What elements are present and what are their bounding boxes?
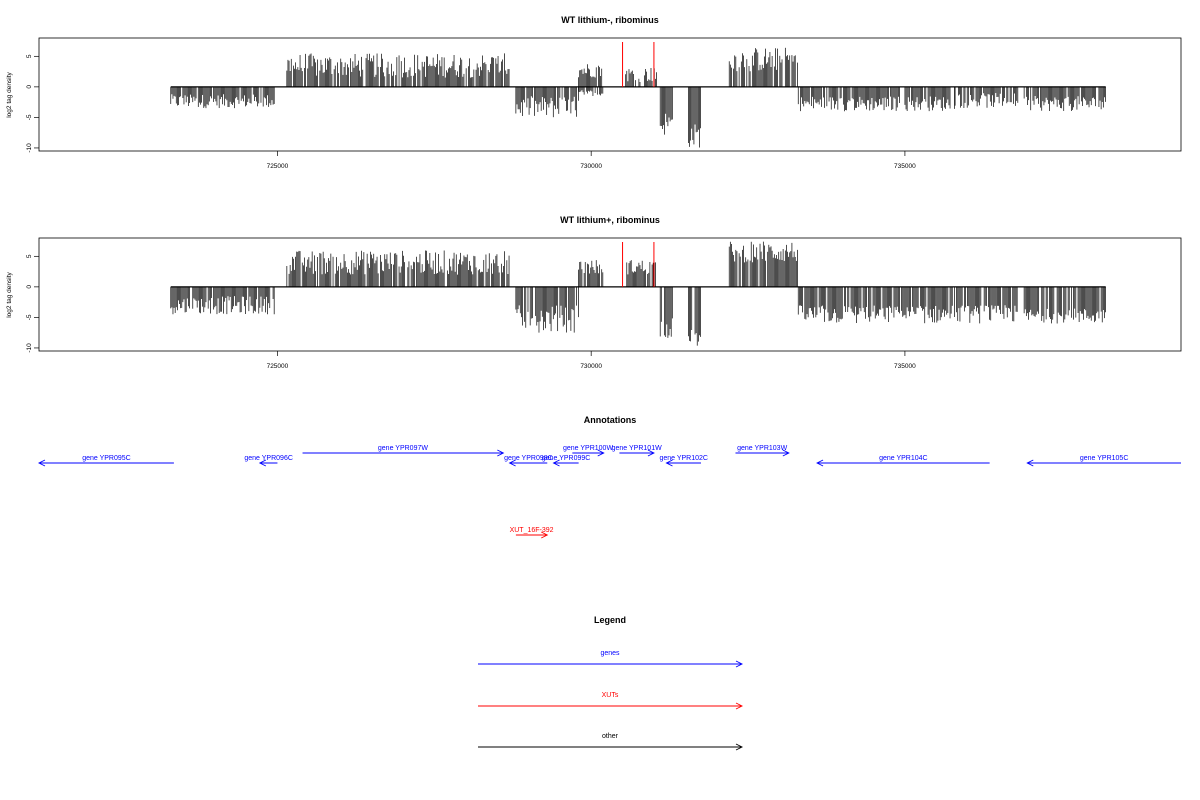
legend-item: genes bbox=[478, 650, 744, 668]
x-tick-label: 730000 bbox=[580, 363, 602, 370]
y-axis-label: log2 tag density bbox=[6, 271, 13, 317]
signal-bars bbox=[170, 241, 1106, 346]
annotation-feature: XUT_16F-392 bbox=[510, 527, 554, 539]
legend-label: genes bbox=[600, 650, 620, 657]
feature-label: gene YPR100W bbox=[563, 445, 613, 452]
annotation-feature: gene YPR103W bbox=[735, 445, 790, 457]
annotation-feature: gene YPR099C bbox=[542, 455, 591, 467]
feature-label: gene YPR102C bbox=[659, 455, 708, 462]
legend-items: genes XUTs other bbox=[478, 650, 744, 751]
feature-label: gene YPR104C bbox=[879, 455, 928, 462]
y-tick-label: -10 bbox=[26, 343, 33, 353]
arrow-head bbox=[735, 702, 744, 710]
panel-title: WT lithium-, ribominus bbox=[561, 15, 659, 25]
arrow-head bbox=[735, 660, 744, 668]
feature-label: gene YPR097W bbox=[378, 445, 428, 452]
arrow-head bbox=[782, 449, 790, 457]
legend-title: Legend bbox=[594, 615, 626, 625]
feature-label: XUT_16F-392 bbox=[510, 527, 554, 534]
feature-label: gene YPR096C bbox=[244, 455, 293, 462]
arrow-head bbox=[1026, 459, 1034, 467]
annotation-feature: gene YPR096C bbox=[244, 455, 293, 467]
legend-item: XUTs bbox=[478, 692, 744, 710]
arrow-head bbox=[816, 459, 824, 467]
y-tick-label: -5 bbox=[26, 314, 33, 320]
annotations-title: Annotations bbox=[584, 415, 637, 425]
feature-label: gene YPR103W bbox=[737, 445, 787, 452]
track-panel-1: WT lithium-, ribominus log2 tag density … bbox=[6, 15, 1182, 170]
y-tick-label: 5 bbox=[26, 54, 33, 58]
feature-label: gene YPR099C bbox=[542, 455, 591, 462]
feature-label: gene YPR105C bbox=[1080, 455, 1129, 462]
annotation-feature: gene YPR102C bbox=[659, 455, 708, 467]
panel-title: WT lithium+, ribominus bbox=[560, 215, 660, 225]
x-tick-label: 730000 bbox=[580, 163, 602, 170]
annotation-feature: gene YPR097W bbox=[302, 445, 505, 457]
y-tick-label: 0 bbox=[26, 85, 33, 89]
y-tick-label: 5 bbox=[26, 254, 33, 258]
arrow-head bbox=[647, 449, 655, 457]
annotation-feature: gene YPR098C bbox=[504, 455, 553, 467]
feature-label: gene YPR098C bbox=[504, 455, 553, 462]
plot-frame bbox=[38, 237, 1182, 352]
arrow-head bbox=[497, 449, 505, 457]
y-tick-label: -10 bbox=[26, 143, 33, 153]
track-panel-2: WT lithium+, ribominus log2 tag density … bbox=[6, 215, 1182, 370]
arrow-head bbox=[597, 449, 605, 457]
annotation-feature: gene YPR104C bbox=[816, 455, 990, 467]
x-tick-label: 725000 bbox=[267, 163, 289, 170]
arrow-head bbox=[665, 459, 673, 467]
y-axis-label: log2 tag density bbox=[6, 71, 13, 117]
y-tick-label: -5 bbox=[26, 114, 33, 120]
legend-item: other bbox=[478, 733, 744, 751]
plot-frame bbox=[38, 37, 1182, 152]
arrow-head bbox=[37, 459, 46, 467]
feature-label: gene YPR095C bbox=[82, 455, 131, 462]
x-tick-label: 725000 bbox=[267, 363, 289, 370]
red-markers bbox=[622, 42, 655, 87]
legend: Legend genes XUTs other bbox=[478, 615, 744, 751]
red-markers bbox=[622, 242, 655, 287]
axes: 725000 730000 735000 -10 -5 0 5 bbox=[26, 254, 916, 370]
arrow-head bbox=[508, 459, 516, 467]
axes: 725000 730000 735000 -10 -5 0 5 bbox=[26, 54, 916, 170]
annotation-feature: gene YPR105C bbox=[1026, 455, 1181, 467]
arrow-head bbox=[735, 743, 744, 751]
arrow-head bbox=[541, 531, 549, 539]
x-tick-label: 735000 bbox=[894, 363, 916, 370]
annotation-feature: gene YPR100W bbox=[563, 445, 613, 457]
annotation-feature: gene YPR101W bbox=[612, 445, 662, 457]
legend-label: other bbox=[602, 733, 619, 740]
annotations-track: Annotations gene YPR095C gene YPR096Cgene… bbox=[37, 415, 1181, 539]
signal-bars bbox=[170, 47, 1106, 148]
annotation-features: gene YPR095C gene YPR096C gene YPR097W gene… bbox=[37, 445, 1181, 539]
feature-label: gene YPR101W bbox=[612, 445, 662, 452]
legend-label: XUTs bbox=[602, 692, 619, 699]
arrow-head bbox=[258, 459, 267, 467]
arrow-head bbox=[552, 459, 560, 467]
annotation-feature: gene YPR095C bbox=[37, 455, 174, 467]
x-tick-label: 735000 bbox=[894, 163, 916, 170]
y-tick-label: 0 bbox=[26, 285, 33, 289]
